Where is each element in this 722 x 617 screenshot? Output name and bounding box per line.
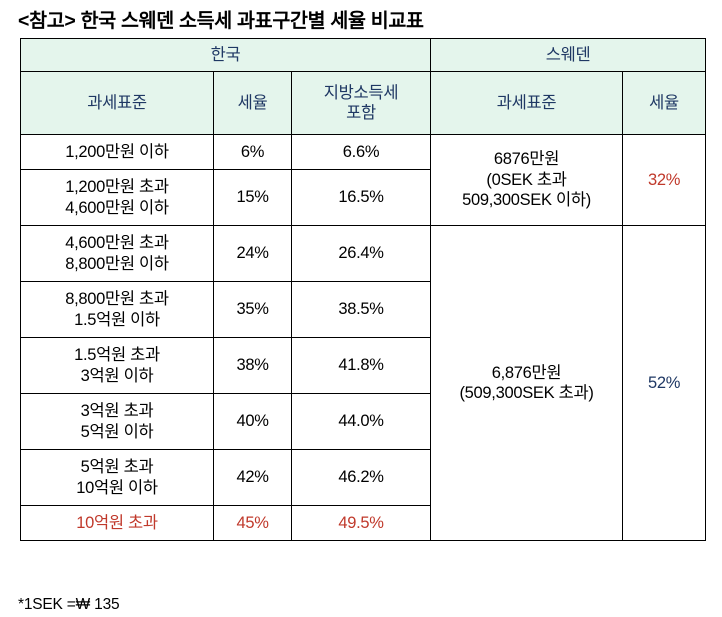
korea-rate: 42% — [213, 449, 292, 506]
korea-local-tax-included: 38.5% — [290, 281, 432, 338]
table-row: 10억원 초과 45% 49.5% — [20, 505, 706, 541]
korea-rate: 15% — [213, 169, 292, 226]
table-row: 8,800만원 초과 1.5억원 이하 35% 38.5% — [20, 281, 706, 338]
korea-rate: 38% — [213, 337, 292, 394]
sweden-rate: 52% — [622, 225, 707, 541]
korea-bracket: 1,200만원 초과 4,600만원 이하 — [20, 169, 214, 226]
column-header-korea-taxbase: 과세표준 — [20, 71, 214, 135]
korea-bracket: 3억원 초과 5억원 이하 — [20, 393, 214, 450]
column-header-korea-local-tax-included: 지방소득세 포함 — [290, 71, 432, 135]
footnote-exchange-rate: *1SEK =₩ 135 — [18, 596, 120, 613]
table-row: 4,600만원 초과 8,800만원 이하 24% 26.4% 6,876만원 … — [20, 225, 707, 541]
korea-local-tax-included: 44.0% — [290, 393, 432, 450]
korea-bracket: 10억원 초과 — [20, 505, 214, 541]
country-header-row: 한국 스웨덴 — [19, 38, 707, 72]
korea-rate: 35% — [213, 281, 292, 338]
korea-bracket: 5억원 초과 10억원 이하 — [20, 449, 214, 506]
column-header-sweden-taxbase: 과세표준 — [430, 71, 624, 135]
table-header: 한국 스웨덴 과세표준 세율 지방소득세 포함 과세표준 세율 — [19, 38, 707, 135]
sweden-bracket: 6876만원 (0SEK 초과 509,300SEK 이하) — [430, 134, 624, 226]
country-header-sweden: 스웨덴 — [430, 38, 707, 72]
korea-local-tax-included: 41.8% — [290, 337, 432, 394]
korea-local-tax-included: 16.5% — [290, 169, 432, 226]
page-title: <참고> 한국 스웨덴 소득세 과표구간별 세율 비교표 — [18, 10, 424, 32]
table-body: 1,200만원 이하 6% 6.6% 6876만원 (0SEK 초과 509,3… — [20, 134, 707, 541]
korea-bracket: 1,200만원 이하 — [20, 134, 214, 170]
korea-rate: 6% — [213, 134, 292, 170]
tax-comparison-table: 한국 스웨덴 과세표준 세율 지방소득세 포함 과세표준 세율 1,200만원 … — [19, 38, 707, 541]
country-header-korea: 한국 — [19, 38, 432, 72]
column-header-row: 과세표준 세율 지방소득세 포함 과세표준 세율 — [20, 71, 707, 135]
korea-local-tax-included: 6.6% — [290, 134, 432, 170]
korea-local-tax-included: 49.5% — [290, 505, 432, 541]
korea-bracket: 8,800만원 초과 1.5억원 이하 — [20, 281, 214, 338]
korea-local-tax-included: 26.4% — [290, 225, 432, 282]
column-header-korea-rate: 세율 — [213, 71, 292, 135]
table-row: 1,200만원 이하 6% 6.6% 6876만원 (0SEK 초과 509,3… — [20, 134, 707, 226]
table-row: 3억원 초과 5억원 이하 40% 44.0% — [20, 393, 706, 450]
table-row: 5억원 초과 10억원 이하 42% 46.2% — [20, 449, 706, 506]
korea-rate: 24% — [213, 225, 292, 282]
column-header-sweden-rate: 세율 — [622, 71, 707, 135]
tax-comparison-table-container: 한국 스웨덴 과세표준 세율 지방소득세 포함 과세표준 세율 1,200만원 … — [19, 38, 707, 541]
table-row: 1,200만원 초과 4,600만원 이하 15% 16.5% — [20, 169, 706, 226]
korea-bracket: 4,600만원 초과 8,800만원 이하 — [20, 225, 214, 282]
korea-rate: 40% — [213, 393, 292, 450]
sweden-bracket: 6,876만원 (509,300SEK 초과) — [430, 225, 624, 541]
korea-rate: 45% — [213, 505, 292, 541]
sweden-rate: 32% — [622, 134, 707, 226]
korea-bracket: 1.5억원 초과 3억원 이하 — [20, 337, 214, 394]
korea-local-tax-included: 46.2% — [290, 449, 432, 506]
